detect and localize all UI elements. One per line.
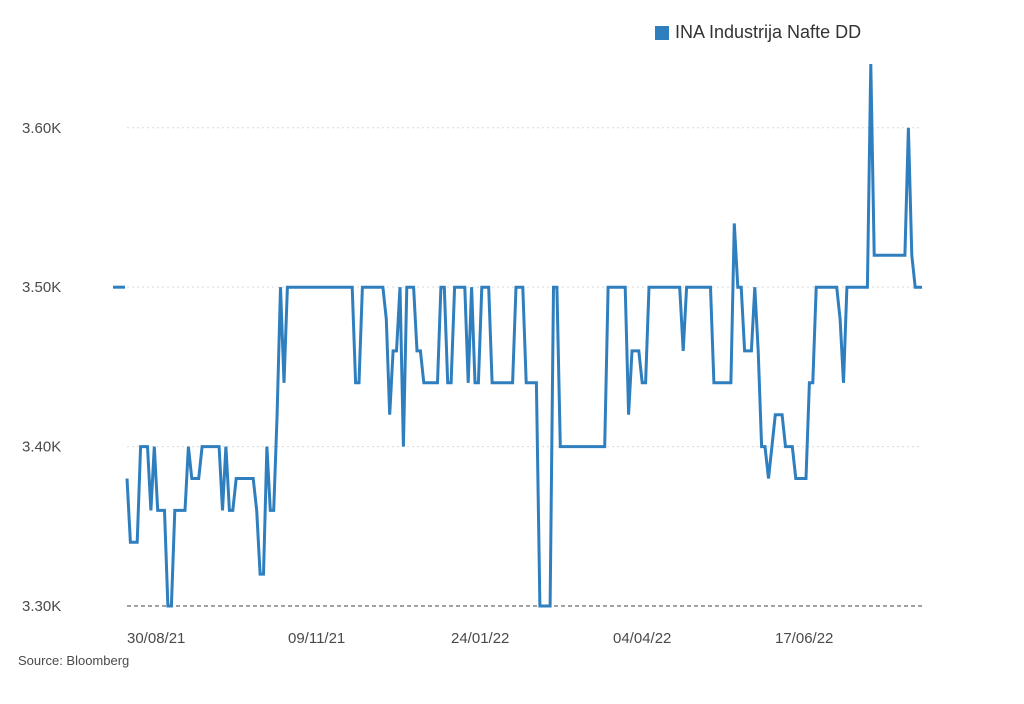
legend-label: INA Industrija Nafte DD <box>675 22 862 42</box>
legend: INA Industrija Nafte DD <box>655 22 861 43</box>
y-tick-label: 3.30K <box>22 598 61 615</box>
y-tick-label: 3.50K <box>22 279 61 296</box>
x-tick-label: 30/08/21 <box>127 630 185 647</box>
series-line <box>125 63 922 608</box>
x-tick-label: 04/04/22 <box>613 630 671 647</box>
x-tick-label: 09/11/21 <box>288 630 345 647</box>
x-tick-label: 24/01/22 <box>451 630 509 647</box>
legend-swatch <box>655 25 669 40</box>
source-note: Source: Bloomberg <box>18 653 130 668</box>
y-tick-label: 3.40K <box>22 439 61 456</box>
y-tick-label: 3.60K <box>22 120 61 137</box>
y-axis-tick-labels: 3.30K 3.40K 3.50K 3.60K <box>22 120 61 615</box>
x-axis-tick-labels: 30/08/21 09/11/21 24/01/22 04/04/22 17/06/22 <box>127 630 833 647</box>
series-layer <box>113 63 922 608</box>
x-tick-label: 17/06/22 <box>775 630 833 647</box>
